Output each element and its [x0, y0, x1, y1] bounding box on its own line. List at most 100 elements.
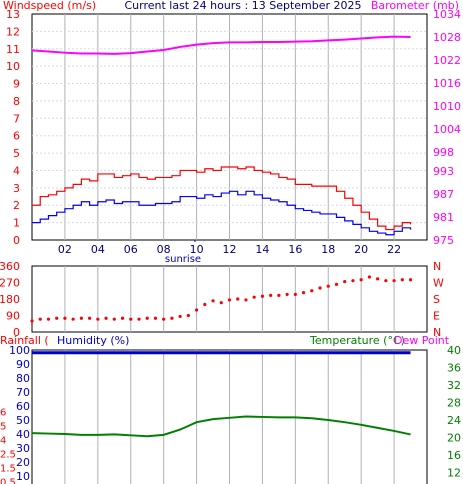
humidity-y-tick-label: 30 — [16, 442, 30, 455]
direction-point — [326, 284, 330, 288]
direction-compass-label: W — [433, 277, 444, 290]
direction-y-tick-label: 270 — [0, 277, 20, 290]
humidity-y-tick-label: 20 — [16, 456, 30, 469]
direction-point — [55, 316, 59, 320]
humidity-y-tick-label: 90 — [16, 358, 30, 371]
baro-y-tick-label: 987 — [433, 188, 454, 201]
x-tick-label: 04 — [91, 243, 105, 256]
direction-point — [38, 317, 42, 321]
direction-point — [30, 319, 34, 323]
wind-y-tick-label: 7 — [13, 112, 20, 125]
direction-point — [277, 293, 281, 297]
wind-y-tick-label: 3 — [13, 182, 20, 195]
baro-y-tick-label: 1022 — [433, 54, 461, 67]
barometer-line — [31, 35, 411, 55]
temperature-y-tick-label: 20 — [447, 432, 461, 445]
baro-y-tick-label: 1034 — [433, 8, 461, 21]
rainfall-y-tick-label: 6 — [0, 408, 6, 419]
baro-y-tick-label: 981 — [433, 211, 454, 224]
direction-point — [367, 275, 371, 279]
direction-point — [252, 295, 256, 299]
wind-y-tick-label: 6 — [13, 130, 20, 143]
direction-point — [170, 316, 174, 320]
direction-point — [120, 316, 125, 320]
direction-point — [293, 292, 297, 297]
direction-point — [392, 279, 396, 283]
direction-point — [71, 317, 75, 321]
x-tick-label: 20 — [354, 243, 368, 256]
baro-y-tick-label: 1010 — [433, 100, 461, 113]
direction-point — [301, 290, 306, 295]
direction-point — [236, 297, 240, 301]
direction-point — [219, 301, 223, 305]
wind-y-tick-label: 2 — [13, 199, 20, 212]
wind-y-tick-label: 1 — [13, 217, 20, 230]
rainfall-y-tick-label: 4 — [0, 436, 6, 447]
baro-y-tick-label: 993 — [433, 165, 454, 178]
temperature-label: Temperature (°C) — [309, 334, 405, 347]
x-tick-label: 08 — [157, 243, 171, 256]
x-tick-label: 22 — [387, 243, 401, 256]
wind-average-line — [32, 190, 412, 236]
direction-point — [334, 282, 339, 286]
x-tick-label: 12 — [223, 243, 237, 256]
direction-point — [384, 279, 388, 283]
direction-y-tick-label: 0 — [13, 326, 20, 339]
direction-point — [145, 316, 149, 320]
temperature-y-tick-label: 28 — [447, 397, 461, 410]
direction-point — [112, 317, 116, 321]
direction-point — [310, 289, 314, 293]
baro-y-tick-label: 1016 — [433, 77, 461, 90]
baro-y-tick-label: 998 — [433, 146, 454, 159]
direction-point — [104, 316, 108, 320]
direction-point — [88, 316, 92, 320]
wind-y-tick-label: 8 — [13, 95, 20, 108]
direction-point — [153, 316, 158, 320]
direction-point — [203, 302, 207, 307]
temperature-y-tick-label: 16 — [447, 449, 461, 462]
x-tick-label: 02 — [58, 243, 72, 256]
x-tick-label: 14 — [255, 243, 269, 256]
wind-y-tick-label: 10 — [6, 60, 20, 73]
wind-y-tick-label: 0 — [13, 234, 20, 247]
direction-point — [227, 298, 232, 302]
humidity-y-tick-label: 80 — [16, 372, 30, 385]
x-tick-label: 16 — [288, 243, 302, 256]
temperature-y-tick-label: 32 — [447, 379, 461, 392]
humidity-y-tick-label: 70 — [16, 386, 30, 399]
direction-point — [408, 278, 413, 282]
direction-y-tick-label: 90 — [6, 310, 20, 323]
direction-compass-label: N — [433, 326, 441, 339]
barometer-title: Barometer (mb) — [371, 0, 459, 12]
wind-y-tick-label: 11 — [6, 43, 20, 56]
baro-y-tick-label: 1004 — [433, 123, 461, 136]
temperature-y-tick-label: 12 — [447, 467, 461, 480]
humidity-label: Humidity (%) — [57, 334, 129, 347]
direction-point — [285, 292, 289, 297]
direction-point — [79, 316, 83, 320]
chart-title: Current last 24 hours : 13 September 202… — [124, 0, 361, 12]
temperature-y-tick-label: 24 — [447, 414, 461, 427]
rainfall-y-tick-label: 0.5 — [0, 478, 16, 484]
humidity-y-tick-label: 100 — [9, 344, 30, 357]
sunrise-label: sunrise — [165, 254, 201, 265]
temperature-y-tick-label: 40 — [447, 344, 461, 357]
direction-y-tick-label: 180 — [0, 293, 20, 306]
direction-point — [63, 316, 67, 320]
x-tick-label: 06 — [124, 243, 138, 256]
direction-point — [186, 313, 190, 318]
humidity-y-tick-label: 60 — [16, 400, 30, 413]
humidity-label-bg — [49, 335, 119, 347]
direction-point — [137, 317, 141, 321]
rainfall-y-tick-label: 5 — [0, 422, 6, 433]
wind-y-tick-label: 13 — [6, 8, 20, 21]
wind-y-tick-label: 9 — [13, 78, 20, 91]
direction-point — [359, 278, 363, 282]
direction-point — [194, 308, 199, 312]
direction-point — [269, 293, 273, 297]
wind-gust-line — [32, 166, 412, 231]
